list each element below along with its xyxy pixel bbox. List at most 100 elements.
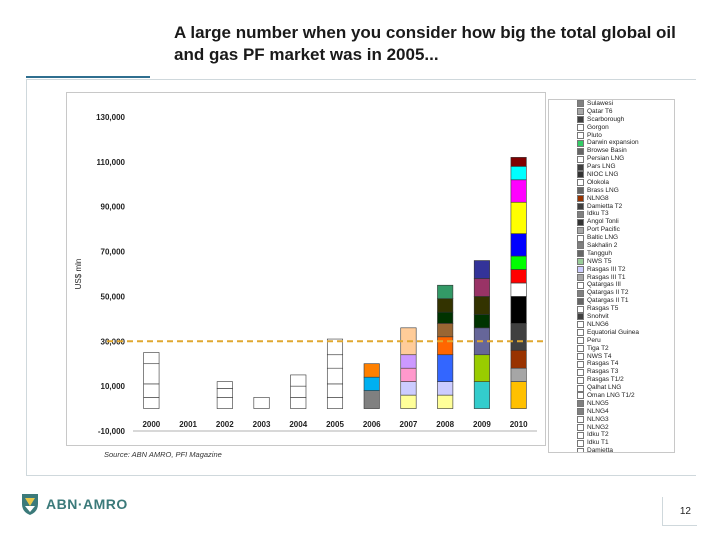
slide-frame <box>26 80 697 475</box>
legend-label: NLNG4 <box>587 407 609 415</box>
legend-swatch <box>577 250 584 258</box>
shield-logo-icon <box>22 494 38 515</box>
legend-label: Qatargas III <box>587 281 621 289</box>
page-number-box: 12 <box>662 497 697 526</box>
legend-entry: Rasgas T1/2 <box>549 376 674 384</box>
bar-segment <box>143 352 160 365</box>
legend-entry: NLNG2 <box>549 424 674 432</box>
legend-swatch <box>577 139 584 147</box>
legend-entry: NWS T4 <box>549 353 674 361</box>
bar-segment <box>510 157 527 167</box>
legend-label: Equatorial Guinea <box>587 328 640 336</box>
bar-segment <box>437 381 454 396</box>
bar-segment <box>510 296 527 324</box>
legend-label: Tangguh <box>587 249 612 257</box>
legend-entry: Pars LNG <box>549 163 674 171</box>
legend-swatch <box>577 439 584 447</box>
bar-segment <box>437 311 454 324</box>
legend-label: Damietta T2 <box>587 202 623 210</box>
bar-segment <box>473 381 490 409</box>
bar-segment <box>510 367 527 382</box>
legend-entry: Port Pacific <box>549 226 674 234</box>
legend-label: Oman LNG T1/2 <box>587 391 635 399</box>
legend-swatch <box>577 163 584 171</box>
chart-legend: Sulawesi Qatar T6 Scarborough Gorgon Pluto Da… <box>548 99 675 453</box>
legend-label: Gorgon <box>587 123 609 131</box>
legend-entry: Tiga T2 <box>549 345 674 353</box>
legend-swatch <box>577 116 584 124</box>
bar-segment <box>473 260 490 279</box>
stacked-bar-chart: -10,000 10,000 30,000 50,000 70,000 90,000 110… <box>74 113 545 436</box>
bar-segment <box>326 397 344 409</box>
bar-segment <box>253 397 270 409</box>
legend-entry: Peru <box>549 337 674 345</box>
bar-segment <box>473 354 490 382</box>
legend-entry: Rasgas T5 <box>549 305 674 313</box>
x-tick-label: 2000 <box>142 420 160 429</box>
legend-label: NWS T4 <box>587 352 612 360</box>
legend-swatch <box>577 210 584 218</box>
chart-frame: -10,000 10,000 30,000 50,000 70,000 90,000 110… <box>66 92 546 446</box>
legend-entry: NIOC LNG <box>549 171 674 179</box>
legend-swatch <box>577 195 584 203</box>
y-tick-label: -10,000 <box>98 427 126 436</box>
legend-swatch <box>577 179 584 187</box>
legend-swatch <box>577 368 584 376</box>
legend-entry: Tangguh <box>549 250 674 258</box>
legend-entry: NLNG8 <box>549 195 674 203</box>
bar-segment <box>510 255 527 270</box>
x-tick-label: 2003 <box>253 420 271 429</box>
legend-label: Idku T3 <box>587 210 609 218</box>
legend-label: Peru <box>587 336 601 344</box>
legend-label: Qatar T6 <box>587 107 613 115</box>
legend-label: Baltic LNG <box>587 234 619 242</box>
legend-entry: Snohvit <box>549 313 674 321</box>
legend-entry: Rasgas T3 <box>549 368 674 376</box>
legend-swatch <box>577 297 584 305</box>
bar-segment <box>510 179 527 203</box>
logo-text: ABN·AMRO <box>46 496 128 512</box>
legend-entry: Browse Basin <box>549 147 674 155</box>
legend-swatch <box>577 352 584 360</box>
bar-segment <box>326 338 344 356</box>
x-tick-label: 2001 <box>179 420 197 429</box>
bar-segment <box>400 367 417 382</box>
legend-label: Scarborough <box>587 115 625 123</box>
legend-entry: Qalhat LNG <box>549 384 674 392</box>
legend-label: Damietta <box>587 447 614 453</box>
legend-swatch <box>577 108 584 116</box>
legend-swatch <box>577 147 584 155</box>
legend-entry: Angol Tonli <box>549 218 674 226</box>
legend-swatch <box>577 289 584 297</box>
footer-divider <box>26 475 696 476</box>
bar-segment <box>143 363 160 385</box>
legend-entry: NLNG5 <box>549 400 674 408</box>
header-divider <box>26 79 696 80</box>
legend-entry: Olokola <box>549 179 674 187</box>
bar-segment <box>326 354 344 369</box>
legend-label: Darwin expansion <box>587 139 639 147</box>
legend-entry: Qatar T6 <box>549 108 674 116</box>
bar-segment <box>143 397 160 409</box>
legend-swatch <box>577 155 584 163</box>
abn-amro-logo: ABN·AMRO <box>20 492 128 516</box>
legend-label: Snohvit <box>587 313 609 321</box>
bar-segment <box>290 385 307 398</box>
legend-label: Idku T1 <box>587 439 609 447</box>
y-tick-label: 70,000 <box>101 248 126 257</box>
y-tick-label: 90,000 <box>101 203 126 212</box>
legend-entry: Equatorial Guinea <box>549 329 674 337</box>
bar-segment <box>216 388 233 398</box>
legend-swatch <box>577 329 584 337</box>
y-tick-label: 50,000 <box>101 292 126 301</box>
legend-swatch <box>577 400 584 408</box>
bar-segment <box>510 201 527 234</box>
legend-entry: Baltic LNG <box>549 234 674 242</box>
legend-entry: NLNG6 <box>549 321 674 329</box>
legend-entry: NLNG3 <box>549 416 674 424</box>
x-tick-label: 2002 <box>216 420 234 429</box>
legend-label: NLNG6 <box>587 320 609 328</box>
legend-label: Sakhalin 2 <box>587 242 618 250</box>
legend-label: Persian LNG <box>587 155 625 163</box>
legend-swatch <box>577 376 584 384</box>
